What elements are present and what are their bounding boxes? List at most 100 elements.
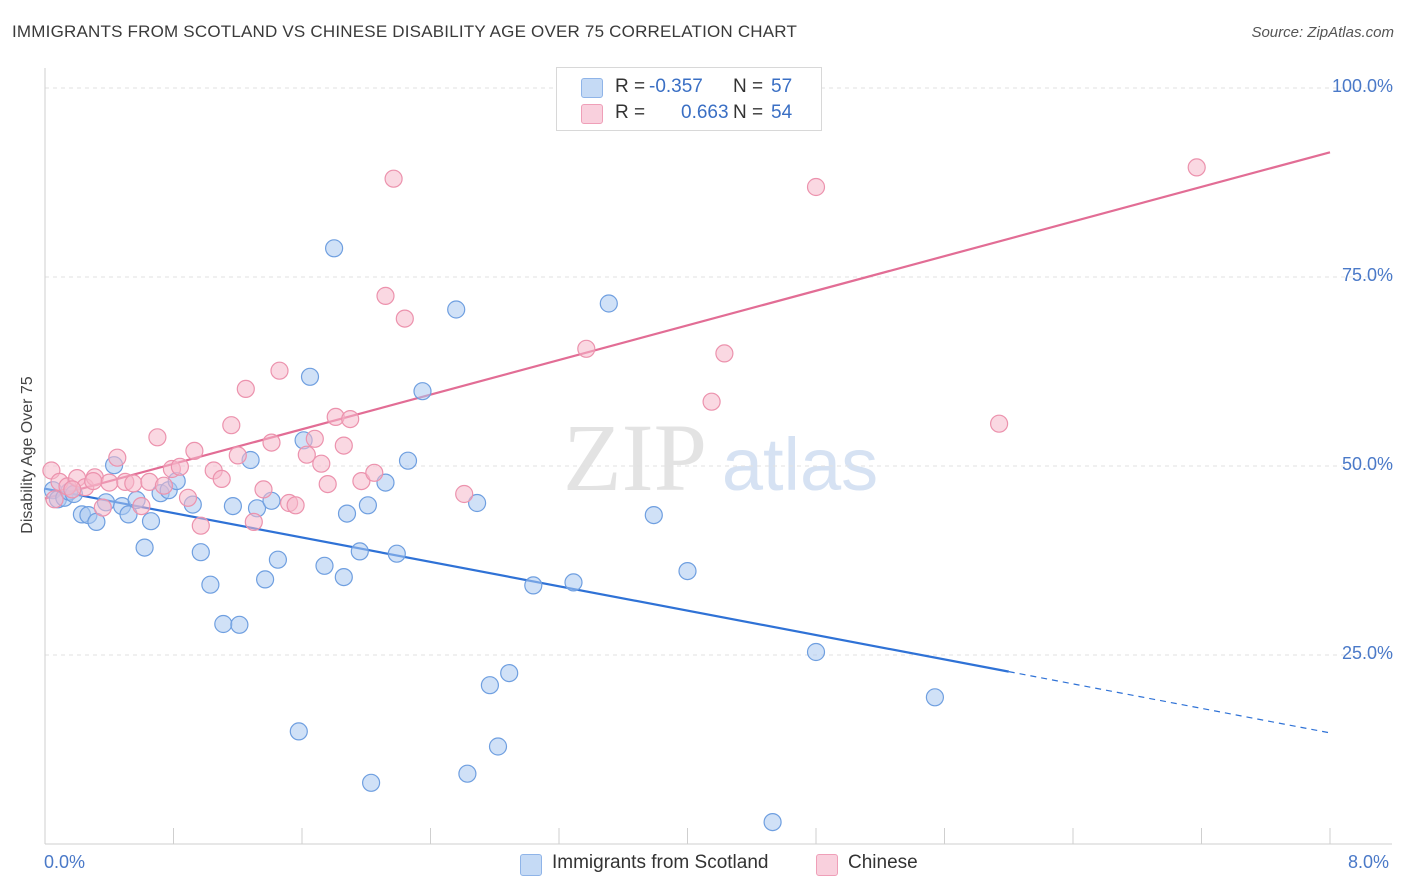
data-point[interactable] [341,410,360,429]
data-point[interactable] [362,773,381,792]
swatch-chinese [816,854,838,876]
data-point[interactable] [191,516,210,535]
data-point[interactable] [244,512,263,532]
series-scotland [43,239,945,832]
data-point[interactable] [148,428,167,447]
data-point[interactable] [763,812,782,832]
data-point[interactable] [201,575,220,594]
data-point[interactable] [806,642,826,662]
data-point[interactable] [154,476,173,495]
data-point[interactable] [989,414,1009,433]
data-point[interactable] [45,490,64,509]
data-point[interactable] [84,472,103,491]
data-point[interactable] [387,544,406,563]
data-point[interactable] [214,614,233,634]
data-point[interactable] [384,169,403,188]
r-label: R = [615,76,646,97]
data-point[interactable] [468,493,487,513]
data-point[interactable] [395,309,414,328]
watermark-zip: ZIP [563,404,707,511]
data-point[interactable] [455,484,474,504]
data-point[interactable] [398,451,418,470]
data-point[interactable] [365,463,384,482]
x-tick-label-max: 8.0% [1348,852,1390,872]
data-point[interactable] [300,367,320,386]
swatch-scotland [581,78,603,98]
data-point[interactable] [334,436,353,455]
data-point[interactable] [223,497,242,516]
data-point[interactable] [132,497,151,516]
data-point[interactable] [376,286,395,305]
data-point[interactable] [358,496,377,515]
stats-legend: R = -0.357 N = 57 R = 0.663 N = 54 [556,67,822,131]
data-point[interactable] [119,505,138,524]
data-point[interactable] [352,472,371,491]
data-point[interactable] [500,663,519,683]
data-point[interactable] [524,576,543,595]
data-point[interactable] [230,615,249,634]
data-point[interactable] [228,446,247,465]
n-label: N = [733,76,764,97]
watermark-atlas: atlas [722,423,878,506]
data-point[interactable] [178,488,198,507]
r-label: R = [615,102,646,123]
swatch-chinese [581,104,603,124]
data-point[interactable] [488,737,508,756]
data-point[interactable] [236,379,255,398]
y-tick-label: 75.0% [1341,265,1393,285]
data-point[interactable] [212,469,231,488]
data-point[interactable] [318,475,337,494]
data-point[interactable] [644,505,663,525]
chart-title: IMMIGRANTS FROM SCOTLAND VS CHINESE DISA… [12,22,798,41]
data-point[interactable] [185,441,204,460]
y-tick-label: 100.0% [1331,76,1393,96]
data-points [42,76,1206,832]
data-point[interactable] [289,722,308,741]
data-point[interactable] [480,676,499,695]
data-point[interactable] [170,457,189,476]
data-point[interactable] [577,339,596,358]
data-point[interactable] [702,392,721,411]
data-point[interactable] [806,177,826,197]
data-point[interactable] [63,480,82,499]
n-value: 57 [771,76,793,97]
data-point[interactable] [305,429,324,448]
data-point[interactable] [337,504,357,523]
data-point[interactable] [108,448,127,467]
data-point[interactable] [334,567,353,587]
data-point[interactable] [297,445,316,464]
data-point[interactable] [413,382,432,401]
data-point[interactable] [599,294,618,313]
data-point[interactable] [564,573,583,592]
data-point[interactable] [256,570,275,589]
data-point[interactable] [447,300,466,319]
y-tick-label: 25.0% [1341,643,1393,663]
data-point[interactable] [222,416,241,435]
data-point[interactable] [286,496,305,515]
data-point[interactable] [312,454,331,473]
data-point[interactable] [93,498,112,517]
data-point[interactable] [678,561,697,581]
data-point[interactable] [135,538,154,557]
data-point[interactable] [715,344,734,363]
series-chinese [42,76,1206,535]
y-tick-label: 50.0% [1341,454,1393,474]
data-point[interactable] [100,473,119,492]
data-point[interactable] [270,361,289,380]
data-point[interactable] [124,474,143,493]
data-point[interactable] [254,480,273,499]
data-point[interactable] [315,556,334,575]
data-point[interactable] [925,688,945,707]
source-label: Source: ZipAtlas.com [1251,24,1394,41]
r-value: 0.663 [681,102,729,123]
data-point[interactable] [325,239,344,258]
data-point[interactable] [458,764,477,783]
data-point[interactable] [350,542,369,561]
data-point[interactable] [141,512,161,531]
data-point[interactable] [191,543,210,562]
legend-label-scotland: Immigrants from Scotland [552,852,769,873]
data-point[interactable] [262,433,281,452]
data-point[interactable] [268,550,287,569]
data-point[interactable] [1187,158,1206,177]
